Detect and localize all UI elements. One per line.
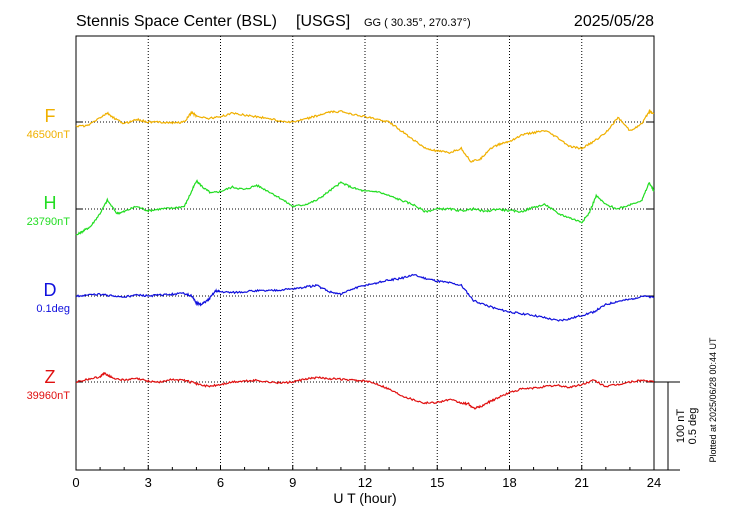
baseline-label-z: 39960nT [27, 390, 71, 402]
x-tick-label: 18 [502, 475, 516, 490]
series-label-d: D [44, 280, 57, 300]
series-label-f: F [45, 106, 56, 126]
series-label-z: Z [45, 367, 56, 387]
series-lines [75, 108, 655, 410]
plotted-timestamp: Plotted at 2025/06/28 00:44 UT [708, 337, 718, 463]
scale-label-nt: 100 nT [675, 409, 687, 444]
series-line-z [76, 371, 655, 410]
station-title: Stennis Space Center (BSL) [76, 13, 277, 30]
series-label-h: H [44, 193, 57, 213]
network-label: [USGS] [296, 13, 350, 30]
baseline-label-f: 46500nT [27, 129, 71, 141]
date-label: 2025/05/28 [574, 13, 654, 30]
x-tick-label: 12 [358, 475, 372, 490]
x-tick-label: 21 [575, 475, 589, 490]
x-tick-label: 9 [289, 475, 296, 490]
x-tick-label: 24 [647, 475, 661, 490]
x-tick-label: 0 [72, 475, 79, 490]
x-axis-label: U T (hour) [333, 490, 396, 506]
grid-lines [147, 36, 583, 470]
baseline-label-h: 23790nT [27, 216, 71, 228]
scale-label-deg: 0.5 deg [687, 408, 699, 445]
series-line-f [75, 108, 655, 163]
baseline-label-d: 0.1deg [36, 303, 70, 315]
coordinates-label: GG ( 30.35°, 270.37°) [364, 17, 471, 29]
x-axis-ticks: 0 3 6 9 12 15 18 21 24 [72, 465, 661, 490]
series-line-h [75, 179, 655, 236]
x-tick-label: 6 [217, 475, 224, 490]
series-line-d [75, 273, 655, 322]
x-tick-label: 15 [430, 475, 444, 490]
x-tick-label: 3 [145, 475, 152, 490]
